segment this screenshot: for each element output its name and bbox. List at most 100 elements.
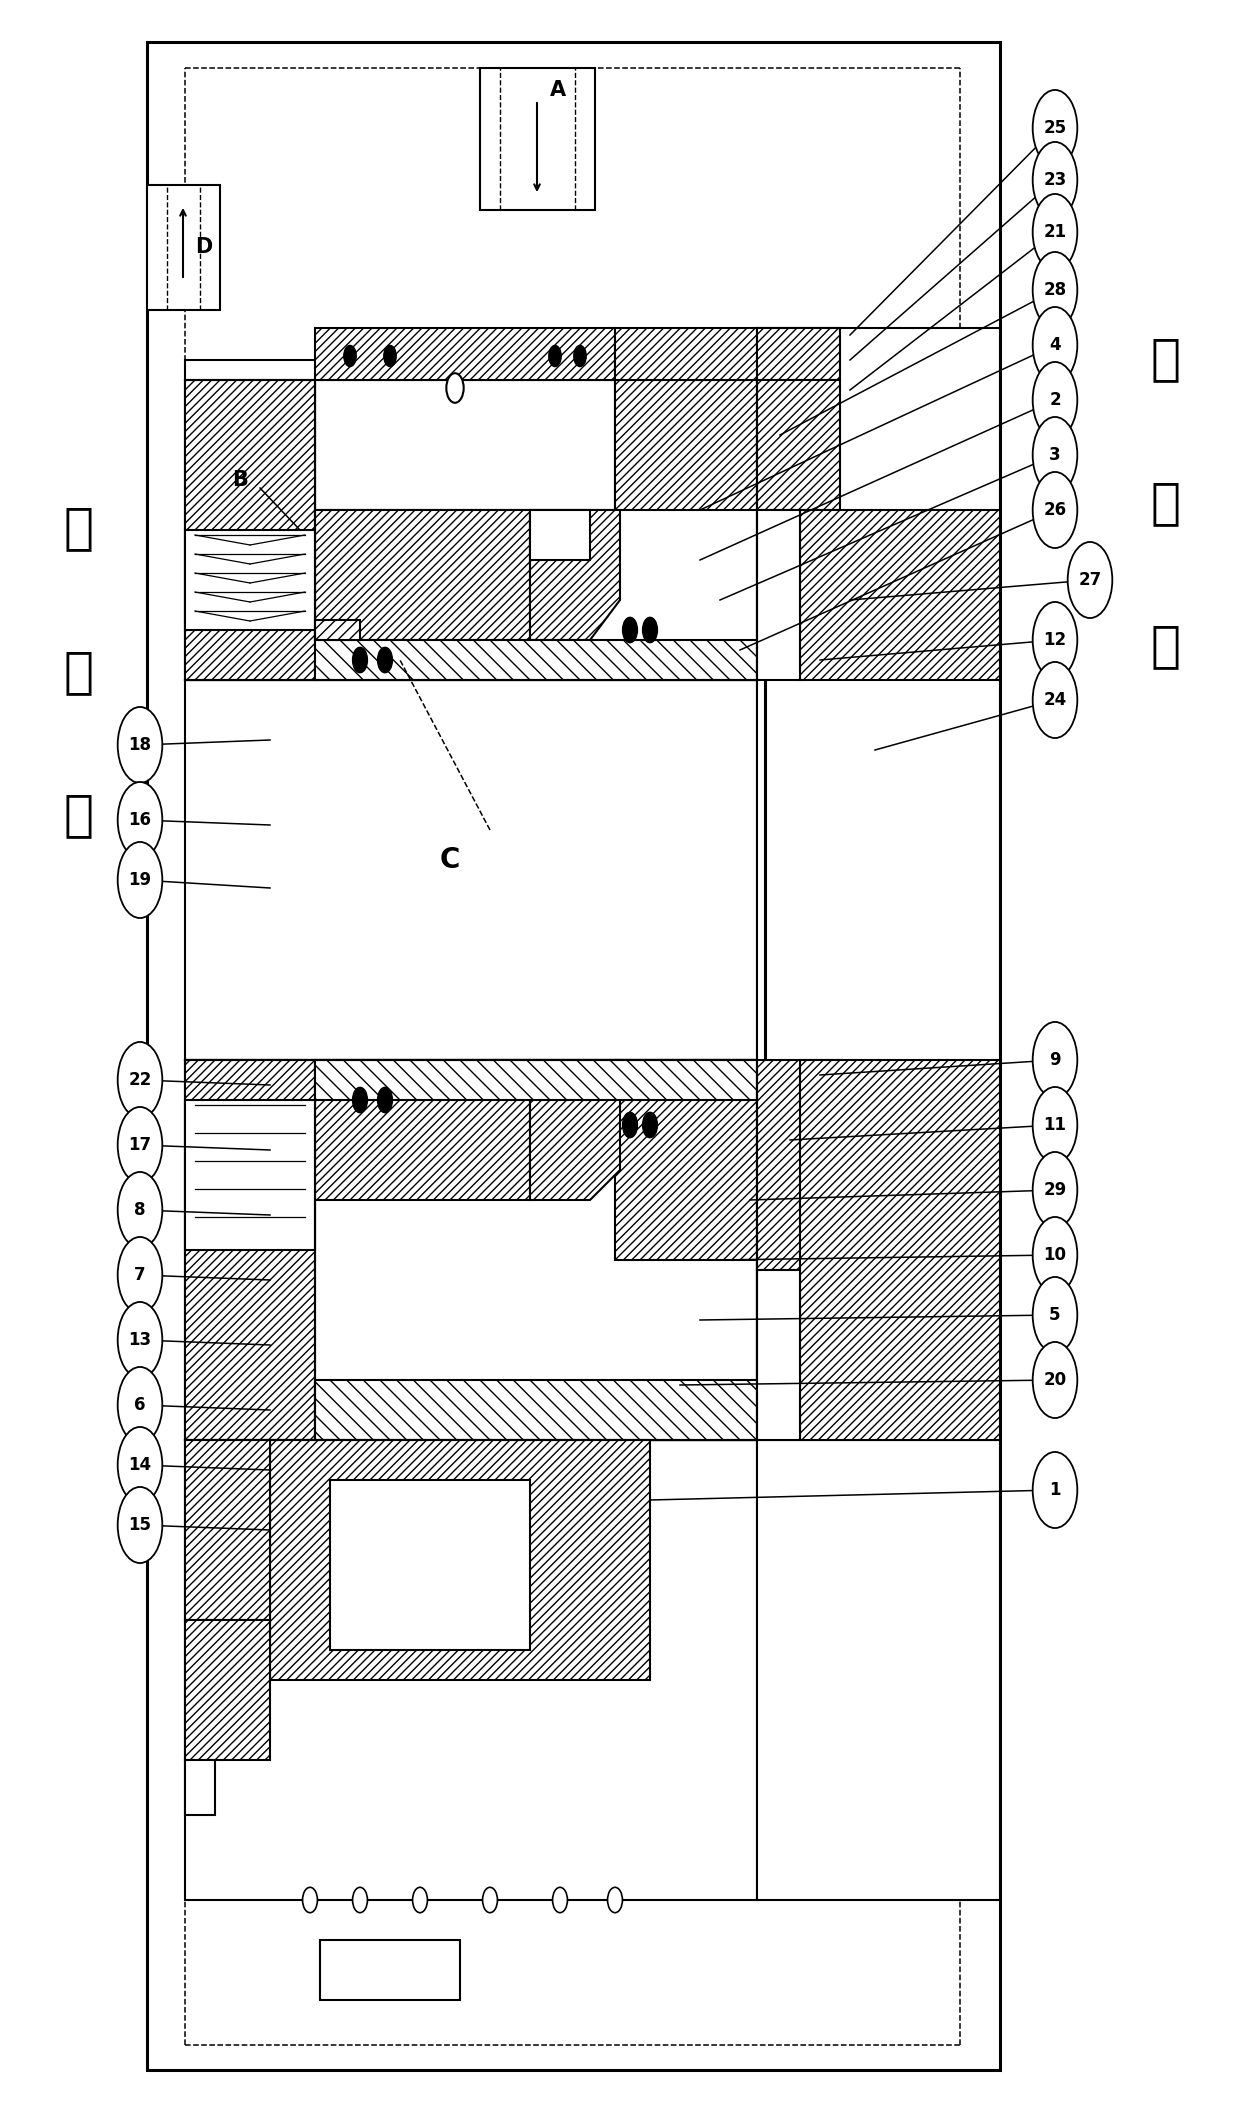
- Circle shape: [622, 1111, 637, 1137]
- Text: 5: 5: [1049, 1306, 1060, 1325]
- Bar: [185, 380, 315, 680]
- Text: 8: 8: [134, 1200, 146, 1219]
- Bar: [800, 509, 999, 680]
- Bar: [185, 1439, 270, 1621]
- Circle shape: [642, 1111, 657, 1137]
- Text: 质: 质: [63, 649, 93, 695]
- Text: 1: 1: [1049, 1481, 1060, 1498]
- Circle shape: [1033, 602, 1078, 678]
- Circle shape: [1033, 142, 1078, 218]
- Bar: [185, 1621, 270, 1760]
- Bar: [315, 619, 360, 640]
- Bar: [315, 1061, 756, 1101]
- Text: 20: 20: [1043, 1371, 1066, 1388]
- Circle shape: [352, 1088, 367, 1114]
- Circle shape: [1033, 306, 1078, 382]
- Circle shape: [1033, 661, 1078, 737]
- Text: 9: 9: [1049, 1050, 1060, 1069]
- Text: 19: 19: [129, 871, 151, 890]
- Circle shape: [446, 374, 464, 404]
- Text: 28: 28: [1043, 281, 1066, 300]
- Text: 承: 承: [1151, 480, 1180, 526]
- Text: 15: 15: [129, 1515, 151, 1534]
- Bar: [148, 42, 999, 2071]
- Circle shape: [622, 617, 637, 642]
- Circle shape: [1033, 1217, 1078, 1293]
- Text: 侧: 侧: [1151, 623, 1180, 670]
- Circle shape: [118, 1042, 162, 1118]
- Circle shape: [549, 344, 562, 366]
- Text: 轴: 轴: [1151, 336, 1180, 382]
- Circle shape: [118, 1302, 162, 1378]
- Circle shape: [118, 708, 162, 784]
- Bar: [185, 1439, 756, 1900]
- Bar: [185, 1061, 315, 1439]
- Circle shape: [352, 647, 367, 672]
- Text: 24: 24: [1043, 691, 1066, 710]
- Circle shape: [384, 344, 397, 366]
- Text: 12: 12: [1043, 632, 1066, 649]
- Text: 11: 11: [1044, 1116, 1066, 1135]
- Bar: [756, 380, 839, 509]
- Circle shape: [608, 1887, 622, 1912]
- Text: B: B: [232, 469, 248, 490]
- Circle shape: [1033, 1276, 1078, 1352]
- Text: 13: 13: [129, 1331, 151, 1348]
- Circle shape: [642, 617, 657, 642]
- Bar: [185, 680, 756, 1061]
- Circle shape: [413, 1887, 428, 1912]
- Bar: [480, 68, 595, 209]
- Circle shape: [118, 1367, 162, 1443]
- Bar: [529, 509, 590, 560]
- Bar: [315, 640, 756, 680]
- Text: 22: 22: [129, 1071, 151, 1088]
- Bar: [756, 328, 999, 1439]
- Text: 10: 10: [1044, 1247, 1066, 1264]
- Bar: [315, 509, 529, 640]
- Bar: [315, 1061, 529, 1200]
- Circle shape: [377, 1088, 392, 1114]
- Text: 7: 7: [134, 1266, 146, 1285]
- Bar: [315, 328, 615, 380]
- Polygon shape: [529, 509, 620, 640]
- Bar: [185, 1101, 315, 1251]
- Text: 16: 16: [129, 811, 151, 828]
- Circle shape: [1068, 541, 1112, 617]
- Circle shape: [1033, 471, 1078, 547]
- Circle shape: [1033, 91, 1078, 167]
- Bar: [756, 509, 800, 680]
- Circle shape: [343, 344, 356, 366]
- Bar: [185, 1061, 756, 1439]
- Circle shape: [1033, 1023, 1078, 1099]
- Text: 17: 17: [129, 1137, 151, 1154]
- Bar: [185, 359, 756, 680]
- Circle shape: [1033, 194, 1078, 270]
- Bar: [185, 530, 315, 630]
- Bar: [756, 1061, 839, 1270]
- Circle shape: [118, 782, 162, 858]
- Bar: [320, 1940, 460, 2001]
- Circle shape: [118, 1426, 162, 1502]
- Text: A: A: [551, 80, 567, 99]
- Bar: [185, 1760, 215, 1815]
- Circle shape: [118, 1107, 162, 1183]
- Text: 26: 26: [1043, 501, 1066, 520]
- Circle shape: [1033, 1086, 1078, 1162]
- Text: 27: 27: [1079, 571, 1101, 590]
- Circle shape: [1033, 1452, 1078, 1528]
- Bar: [756, 328, 839, 380]
- Bar: [315, 380, 615, 509]
- Circle shape: [118, 1173, 162, 1249]
- Bar: [800, 1061, 999, 1439]
- Circle shape: [352, 1887, 367, 1912]
- Circle shape: [118, 841, 162, 917]
- Text: 18: 18: [129, 735, 151, 754]
- Text: 21: 21: [1043, 224, 1066, 241]
- Polygon shape: [529, 1061, 620, 1200]
- Text: 2: 2: [1049, 391, 1060, 410]
- Circle shape: [1033, 1152, 1078, 1228]
- Text: C: C: [440, 845, 460, 875]
- Circle shape: [574, 344, 587, 366]
- Bar: [330, 1479, 529, 1650]
- Text: 介: 介: [63, 505, 93, 551]
